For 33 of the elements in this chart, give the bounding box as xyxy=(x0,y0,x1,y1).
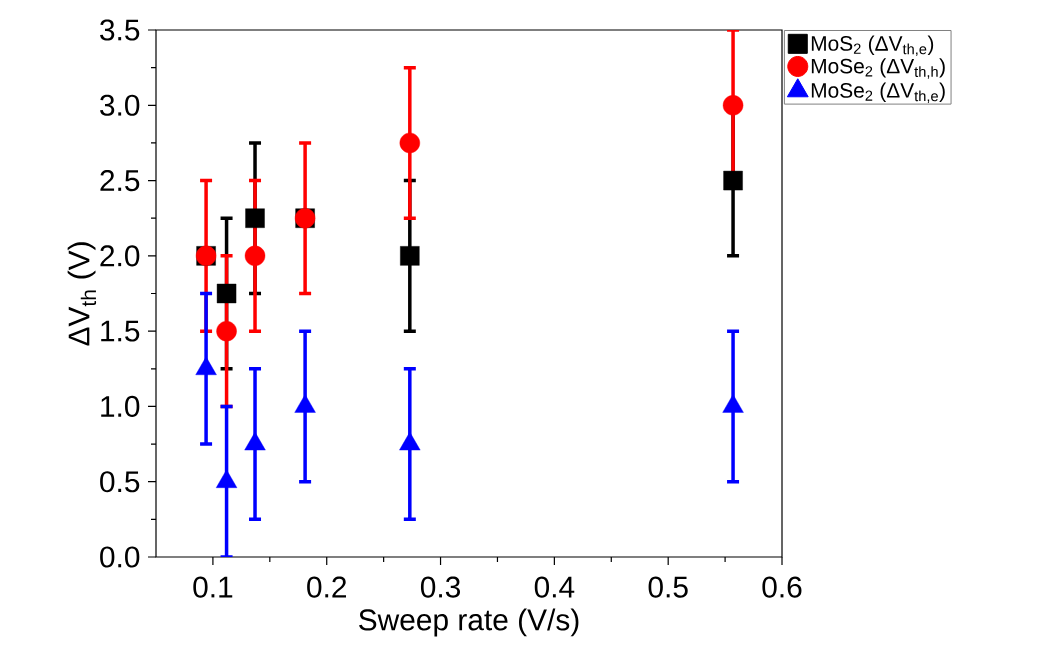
y-tick-label: 3.5 xyxy=(100,19,140,41)
point xyxy=(244,431,266,451)
point xyxy=(722,394,744,413)
point xyxy=(399,132,421,154)
point xyxy=(215,469,238,488)
point xyxy=(245,208,265,228)
point xyxy=(399,431,421,451)
y-tick-label: 1.0 xyxy=(101,395,140,418)
x-axis-title: Sweep rate (V/s) xyxy=(359,608,579,637)
point xyxy=(195,356,217,375)
y-tick-label: 0.0 xyxy=(100,546,140,568)
y-tick-label: 1.5 xyxy=(101,320,140,342)
x-tick-label: 0.1 xyxy=(193,576,233,598)
y-tick-label: 3.0 xyxy=(100,94,140,116)
point xyxy=(244,245,266,267)
x-tick-label: 0.5 xyxy=(648,576,688,598)
x-tick-label: 0.6 xyxy=(762,576,802,598)
x-tick-label: 0.3 xyxy=(420,576,461,598)
y-axis-title: ΔV$_{th}$ (V) xyxy=(67,242,97,346)
y-tick-label: 0.5 xyxy=(100,471,140,493)
x-tick-label: 0.4 xyxy=(534,576,575,598)
y-tick-label: 2.5 xyxy=(100,169,140,192)
point xyxy=(400,246,420,266)
legend-label: MoSe$_{2}$ (ΔV$_{th,e}$) xyxy=(811,82,945,103)
point xyxy=(294,394,316,413)
point xyxy=(216,283,237,304)
x-tick-label: 0.2 xyxy=(307,576,347,598)
legend-label: MoS$_{2}$ (ΔV$_{th,e}$) xyxy=(811,35,934,57)
point xyxy=(723,170,743,191)
y-tick-label: 2.0 xyxy=(100,245,140,267)
legend-label: MoSe$_{2}$ (ΔV$_{th,h}$) xyxy=(811,58,945,79)
point xyxy=(216,320,237,342)
point xyxy=(722,95,744,116)
